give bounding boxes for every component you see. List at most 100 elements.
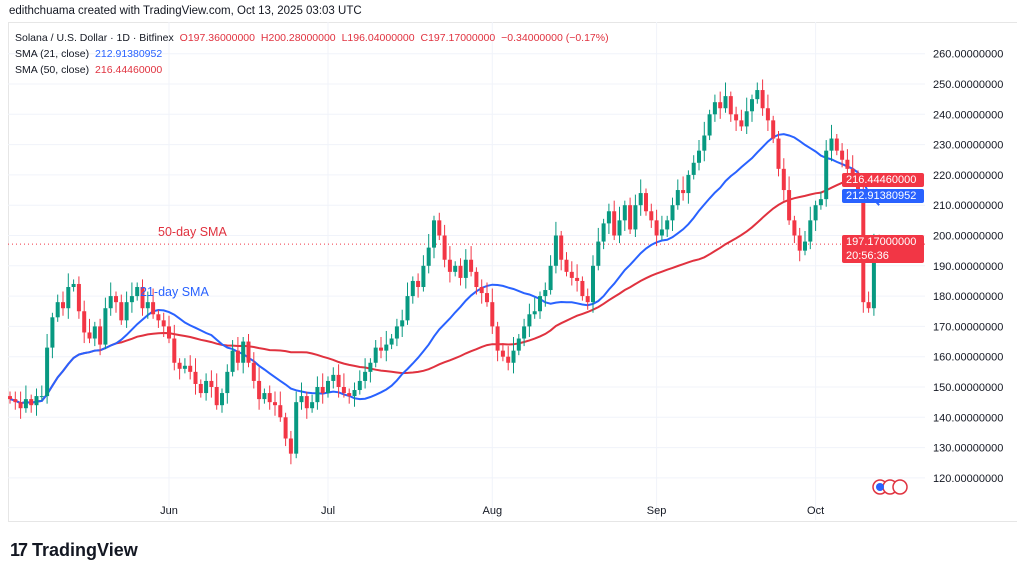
candle-body xyxy=(177,362,182,369)
candle xyxy=(585,288,590,310)
candle xyxy=(654,209,659,247)
candle xyxy=(532,297,537,319)
candle-body xyxy=(416,280,421,288)
low-value: L196.04000000 xyxy=(341,32,415,44)
candle-body xyxy=(829,138,834,151)
candle-body xyxy=(103,308,108,345)
candle-body xyxy=(204,380,209,394)
chart-credit: edithchuama created with TradingView.com… xyxy=(9,5,362,17)
legend-sma50-row[interactable]: SMA (50, close) 216.44460000 xyxy=(15,62,612,78)
candle-body xyxy=(352,390,357,397)
candle xyxy=(728,91,733,122)
candle-body xyxy=(368,362,373,372)
candle xyxy=(320,373,325,404)
candle-body xyxy=(50,317,55,348)
candle xyxy=(145,291,150,319)
legend-sma21-row[interactable]: SMA (21, close) 212.91380952 xyxy=(15,46,612,62)
candle xyxy=(527,303,532,338)
candle xyxy=(463,249,468,289)
sma50-annotation: 50-day SMA xyxy=(158,225,227,239)
candle-body xyxy=(707,114,712,136)
candle xyxy=(580,276,585,301)
candle xyxy=(691,155,696,180)
candle xyxy=(781,158,786,201)
sma50-label: SMA (50, close) xyxy=(15,64,90,76)
candle-body xyxy=(82,311,87,333)
candle-body xyxy=(622,205,627,221)
y-tick-label: 230.00000000 xyxy=(933,140,1003,152)
candle xyxy=(612,200,617,241)
candle xyxy=(315,376,320,410)
candle xyxy=(765,94,770,131)
candle xyxy=(490,288,495,334)
candle xyxy=(310,394,315,413)
candle-body xyxy=(522,326,527,339)
candle-body xyxy=(728,96,733,115)
candle xyxy=(50,312,55,359)
candle xyxy=(734,106,739,131)
candle-body xyxy=(781,168,786,191)
candle xyxy=(479,279,484,304)
candle xyxy=(363,358,368,389)
candle-body xyxy=(13,399,18,403)
candle xyxy=(246,333,251,368)
candle xyxy=(633,194,638,238)
candle-body xyxy=(326,380,330,394)
candle xyxy=(257,367,262,410)
candle xyxy=(341,373,346,398)
candle-body xyxy=(569,271,574,278)
candle xyxy=(575,264,580,292)
candle xyxy=(61,291,65,316)
candle xyxy=(543,282,548,307)
candle-body xyxy=(797,235,802,251)
candle xyxy=(750,94,754,122)
candle xyxy=(119,294,124,325)
candle-body xyxy=(453,265,458,272)
candle xyxy=(787,176,792,225)
candle xyxy=(13,391,18,410)
candle-body xyxy=(548,265,553,291)
symbol-label[interactable]: Solana / U.S. Dollar · 1D · Bitfinex xyxy=(15,32,174,44)
candle-body xyxy=(808,220,813,242)
flags-icon[interactable] xyxy=(872,479,908,495)
candle-body xyxy=(66,287,71,309)
candle xyxy=(548,255,553,295)
candle-body xyxy=(718,102,723,109)
candle xyxy=(686,170,691,204)
candle-body xyxy=(871,247,876,309)
candle xyxy=(92,321,97,347)
candle-body xyxy=(744,111,749,127)
candle xyxy=(156,309,161,328)
candle xyxy=(182,358,187,374)
candle-body xyxy=(188,365,193,372)
candle-body xyxy=(596,241,601,266)
candle xyxy=(458,258,463,286)
candle-body xyxy=(575,277,580,281)
candle-body xyxy=(182,365,187,369)
candle-body xyxy=(580,280,585,297)
candle xyxy=(23,385,28,413)
candle-body xyxy=(214,387,219,406)
last-price-value: 197.17000000 xyxy=(846,236,917,248)
candle-body xyxy=(246,341,251,363)
candle xyxy=(278,391,283,422)
candle xyxy=(267,385,272,410)
candle-body xyxy=(34,396,39,406)
candle-body xyxy=(511,350,516,363)
candle xyxy=(469,246,474,277)
candle-body xyxy=(76,283,81,312)
candle-body xyxy=(638,193,643,206)
candle xyxy=(55,294,60,322)
candle xyxy=(697,140,701,171)
candle-body xyxy=(702,135,707,151)
change-value: −0.34000000 (−0.17%) xyxy=(501,32,609,44)
candle-body xyxy=(336,374,341,387)
candle xyxy=(172,324,177,371)
candle xyxy=(606,203,611,234)
candle-body xyxy=(278,405,283,418)
candle xyxy=(739,109,744,131)
candle-body xyxy=(151,302,156,315)
tradingview-logo[interactable]: 17 TradingView xyxy=(10,540,138,561)
candle xyxy=(442,224,447,268)
